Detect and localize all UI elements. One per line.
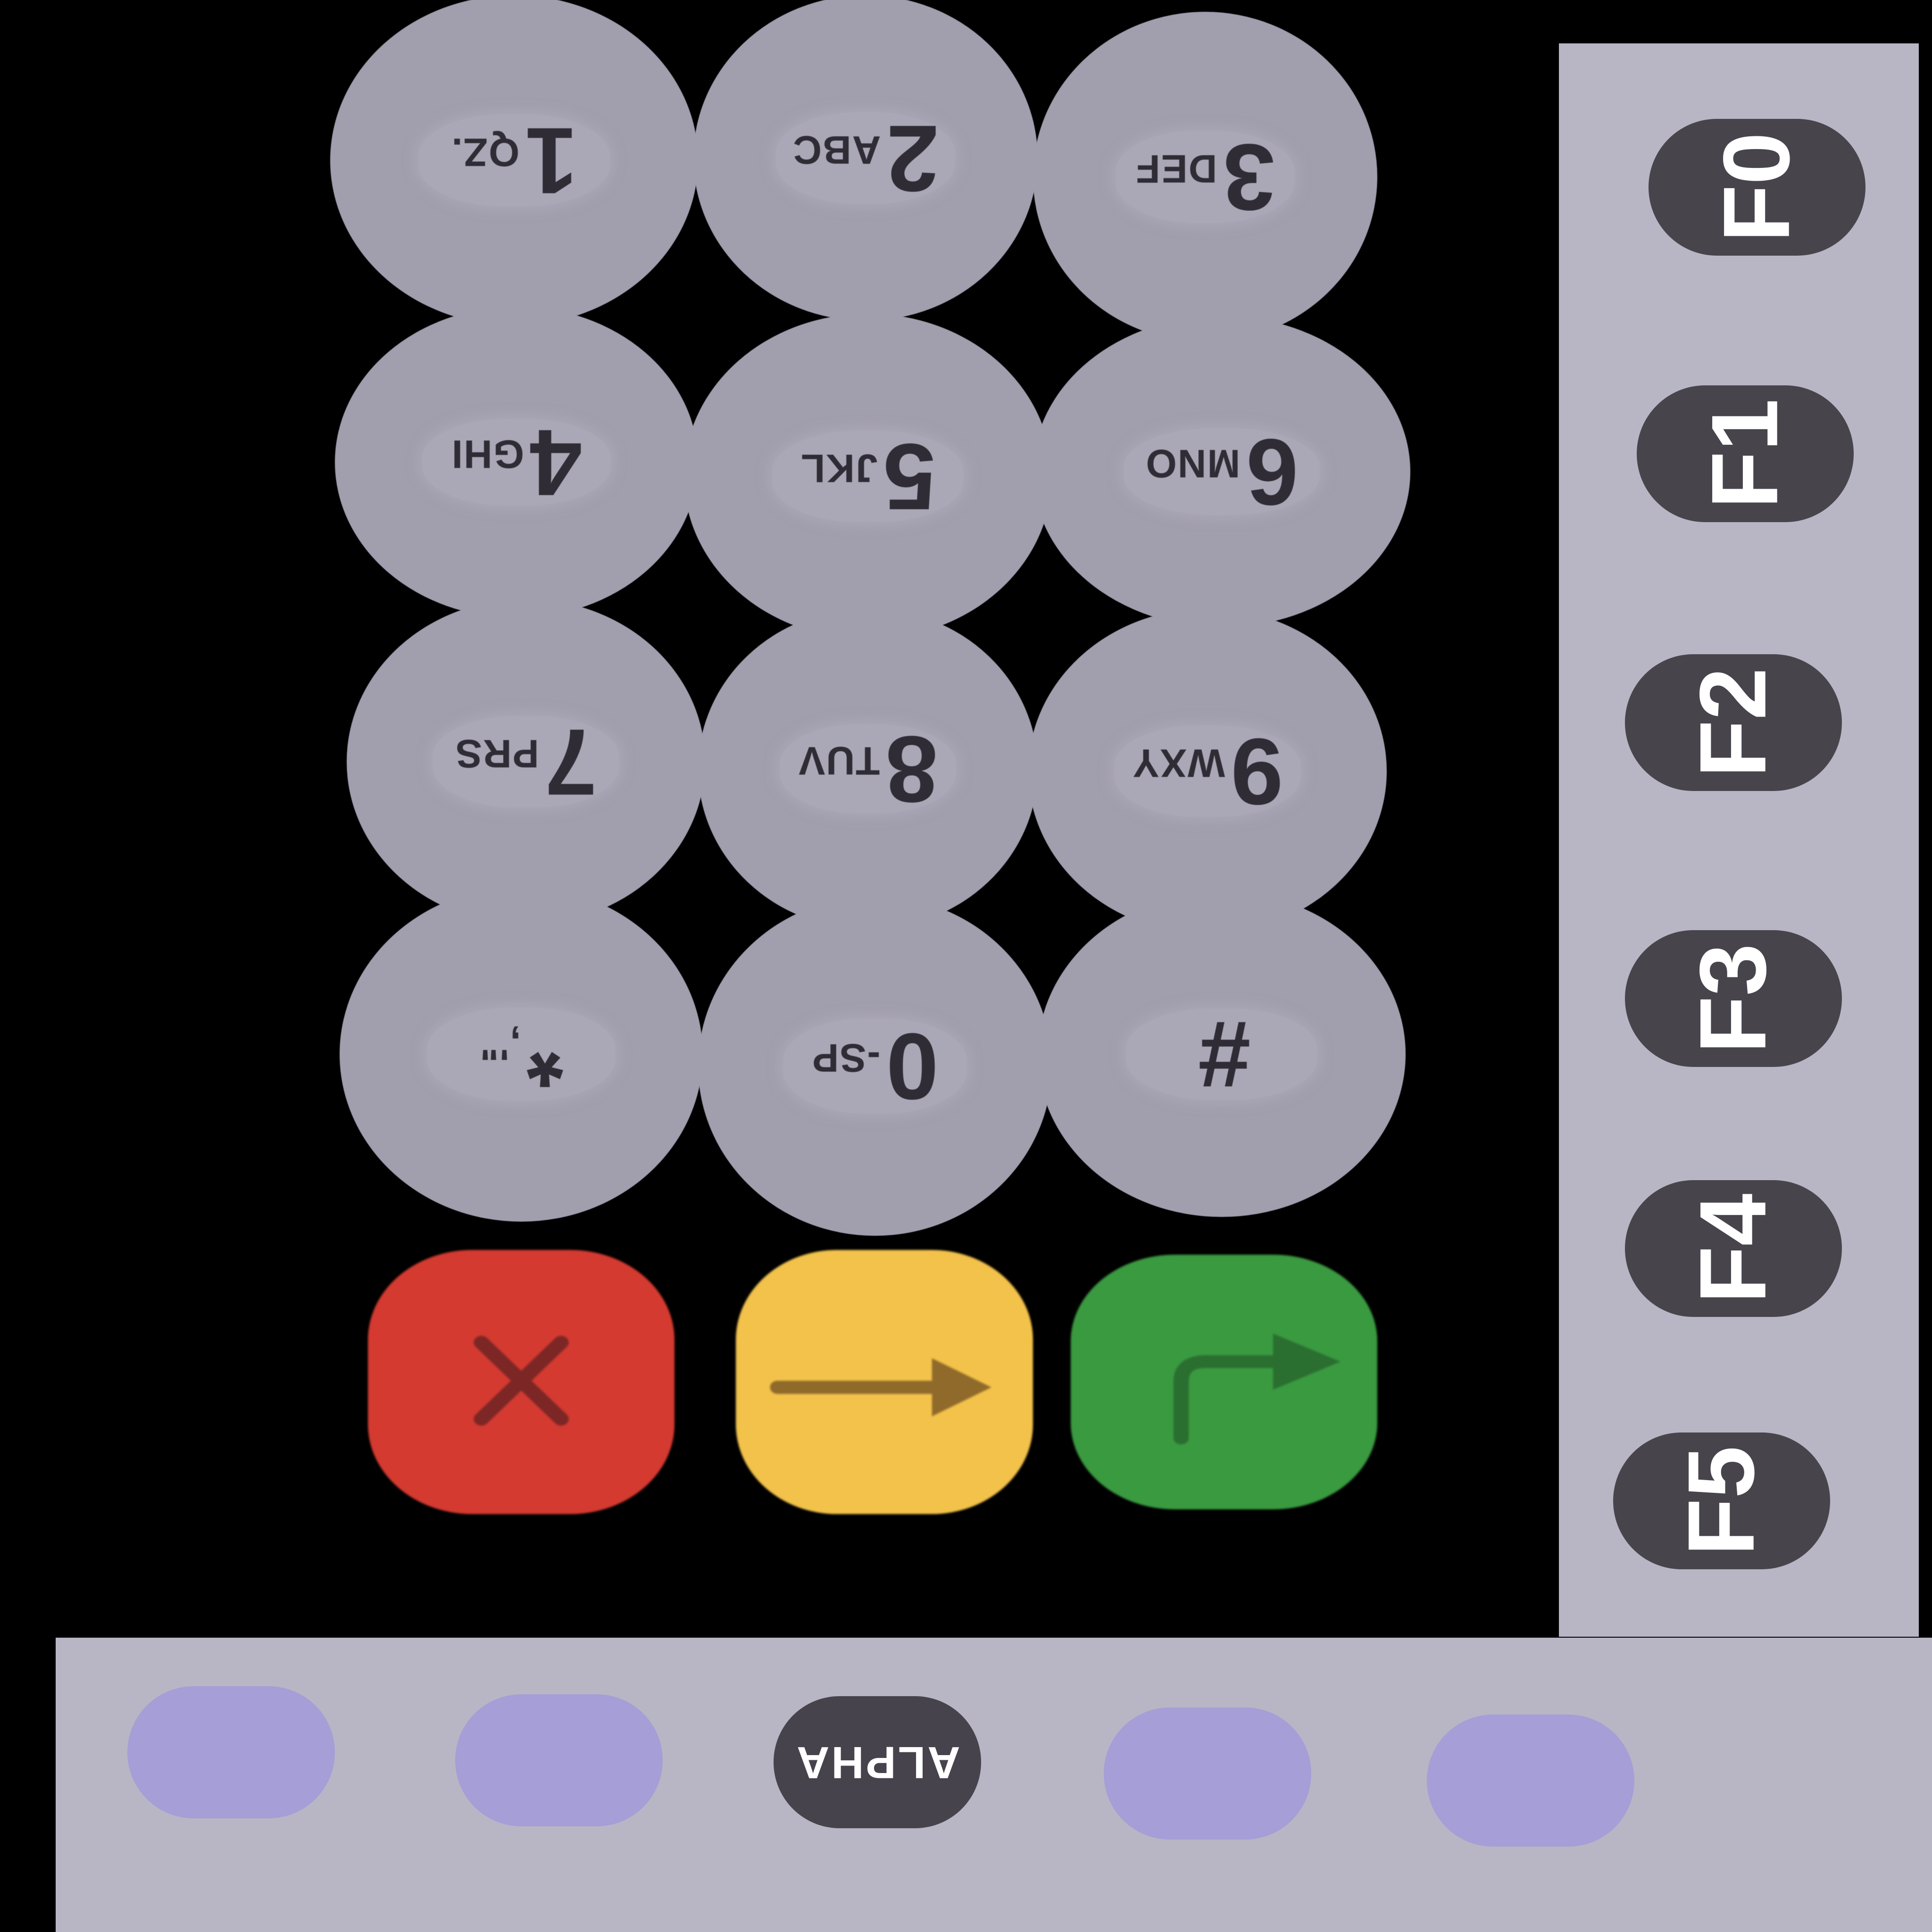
function-key-label: F3 xyxy=(1681,943,1786,1054)
key-label: 6 MNO xyxy=(1033,316,1410,627)
key-letters: QZ. xyxy=(450,130,520,175)
key-label: 8 TUV xyxy=(698,608,1038,929)
function-key-label: F5 xyxy=(1669,1446,1774,1556)
key-letters: ,'" xyxy=(479,1024,521,1068)
key-5[interactable]: 5 JKL xyxy=(684,314,1052,639)
function-key-f2[interactable]: F2 xyxy=(1625,654,1842,791)
key-label: # xyxy=(1038,891,1406,1217)
key-4[interactable]: 4 GHI xyxy=(335,307,698,618)
key-digit: 6 xyxy=(1246,419,1299,525)
soft-key-3[interactable] xyxy=(1104,1707,1311,1840)
key-label: 9 WXY xyxy=(1028,608,1387,934)
key-label: * ,'" xyxy=(340,887,703,1222)
key-face xyxy=(772,431,964,522)
key-label: 1 QZ. xyxy=(330,0,698,325)
function-key-panel: F0 F1 F2 F3 F4 F5 xyxy=(1559,43,1919,1637)
key-face xyxy=(776,112,955,204)
key-letters: DEF xyxy=(1135,147,1217,191)
arrow-right-icon xyxy=(770,1358,991,1416)
key-letters: TUV xyxy=(798,739,880,783)
key-letters: JKL xyxy=(800,446,878,491)
key-face xyxy=(1124,428,1320,516)
key-letters: ABC xyxy=(792,128,881,172)
key-digit: 5 xyxy=(883,424,936,529)
key-face xyxy=(422,418,611,506)
alpha-button[interactable]: ALPHA xyxy=(774,1696,981,1828)
function-key-f5[interactable]: F5 xyxy=(1613,1432,1830,1569)
x-icon xyxy=(474,1336,569,1426)
key-digit: 3 xyxy=(1223,125,1275,230)
key-star[interactable]: * ,'" xyxy=(340,887,703,1222)
key-8[interactable]: 8 TUV xyxy=(698,608,1038,929)
key-7[interactable]: 7 PRS xyxy=(347,599,705,924)
key-digit: 0 xyxy=(886,1014,939,1119)
key-label: 2 ABC xyxy=(693,0,1038,321)
key-label: 4 GHI xyxy=(335,307,698,618)
function-key-label: F0 xyxy=(1704,132,1809,242)
key-face xyxy=(783,1018,967,1114)
key-digit: * xyxy=(526,1002,564,1107)
key-0[interactable]: 0 -SP xyxy=(698,896,1052,1236)
function-key-label: F1 xyxy=(1692,399,1798,509)
key-letters: -SP xyxy=(811,1036,881,1080)
key-1[interactable]: 1 QZ. xyxy=(330,0,698,325)
soft-key-1[interactable] xyxy=(127,1686,335,1818)
key-letters: GHI xyxy=(450,432,525,476)
function-key-label: F4 xyxy=(1681,1193,1786,1304)
key-face xyxy=(433,716,619,808)
alpha-label: ALPHA xyxy=(794,1737,960,1788)
cancel-button[interactable] xyxy=(368,1250,675,1514)
key-2[interactable]: 2 ABC xyxy=(693,0,1038,321)
function-key-f3[interactable]: F3 xyxy=(1625,930,1842,1067)
key-face xyxy=(418,114,610,207)
key-label: 7 PRS xyxy=(347,599,705,924)
key-letters: PRS xyxy=(455,732,539,776)
key-digit: 9 xyxy=(1231,719,1283,824)
key-face xyxy=(426,1007,616,1101)
function-key-label: F2 xyxy=(1681,667,1786,778)
key-digit: 4 xyxy=(530,410,583,515)
soft-key-2[interactable] xyxy=(455,1694,663,1826)
clear-button[interactable] xyxy=(736,1250,1033,1514)
key-letters: WXY xyxy=(1132,741,1225,785)
key-letters: MNO xyxy=(1145,441,1241,486)
enter-button[interactable] xyxy=(1071,1255,1377,1509)
key-digit: 2 xyxy=(886,106,939,211)
function-key-f1[interactable]: F1 xyxy=(1637,385,1854,522)
key-label: 3 DEF xyxy=(1033,12,1377,342)
key-digit: # xyxy=(1198,1002,1251,1107)
function-key-f4[interactable]: F4 xyxy=(1625,1180,1842,1317)
key-label: 0 -SP xyxy=(698,896,1052,1236)
key-digit: 8 xyxy=(885,716,938,822)
key-9[interactable]: 9 WXY xyxy=(1028,608,1387,934)
key-label: 5 JKL xyxy=(684,314,1052,639)
soft-key-4[interactable] xyxy=(1427,1715,1634,1847)
key-3[interactable]: 3 DEF xyxy=(1033,12,1377,342)
key-digit: 1 xyxy=(525,108,578,213)
function-key-f0[interactable]: F0 xyxy=(1649,119,1865,256)
key-face xyxy=(1126,1008,1317,1100)
soft-key-panel: ALPHA xyxy=(56,1638,1932,1932)
key-face xyxy=(1114,725,1301,817)
key-hash[interactable]: # xyxy=(1038,891,1406,1217)
key-face xyxy=(1116,131,1295,223)
key-digit: 7 xyxy=(544,709,597,815)
key-6[interactable]: 6 MNO xyxy=(1033,316,1410,627)
key-face xyxy=(779,724,957,814)
enter-arrow-icon xyxy=(1173,1333,1341,1445)
